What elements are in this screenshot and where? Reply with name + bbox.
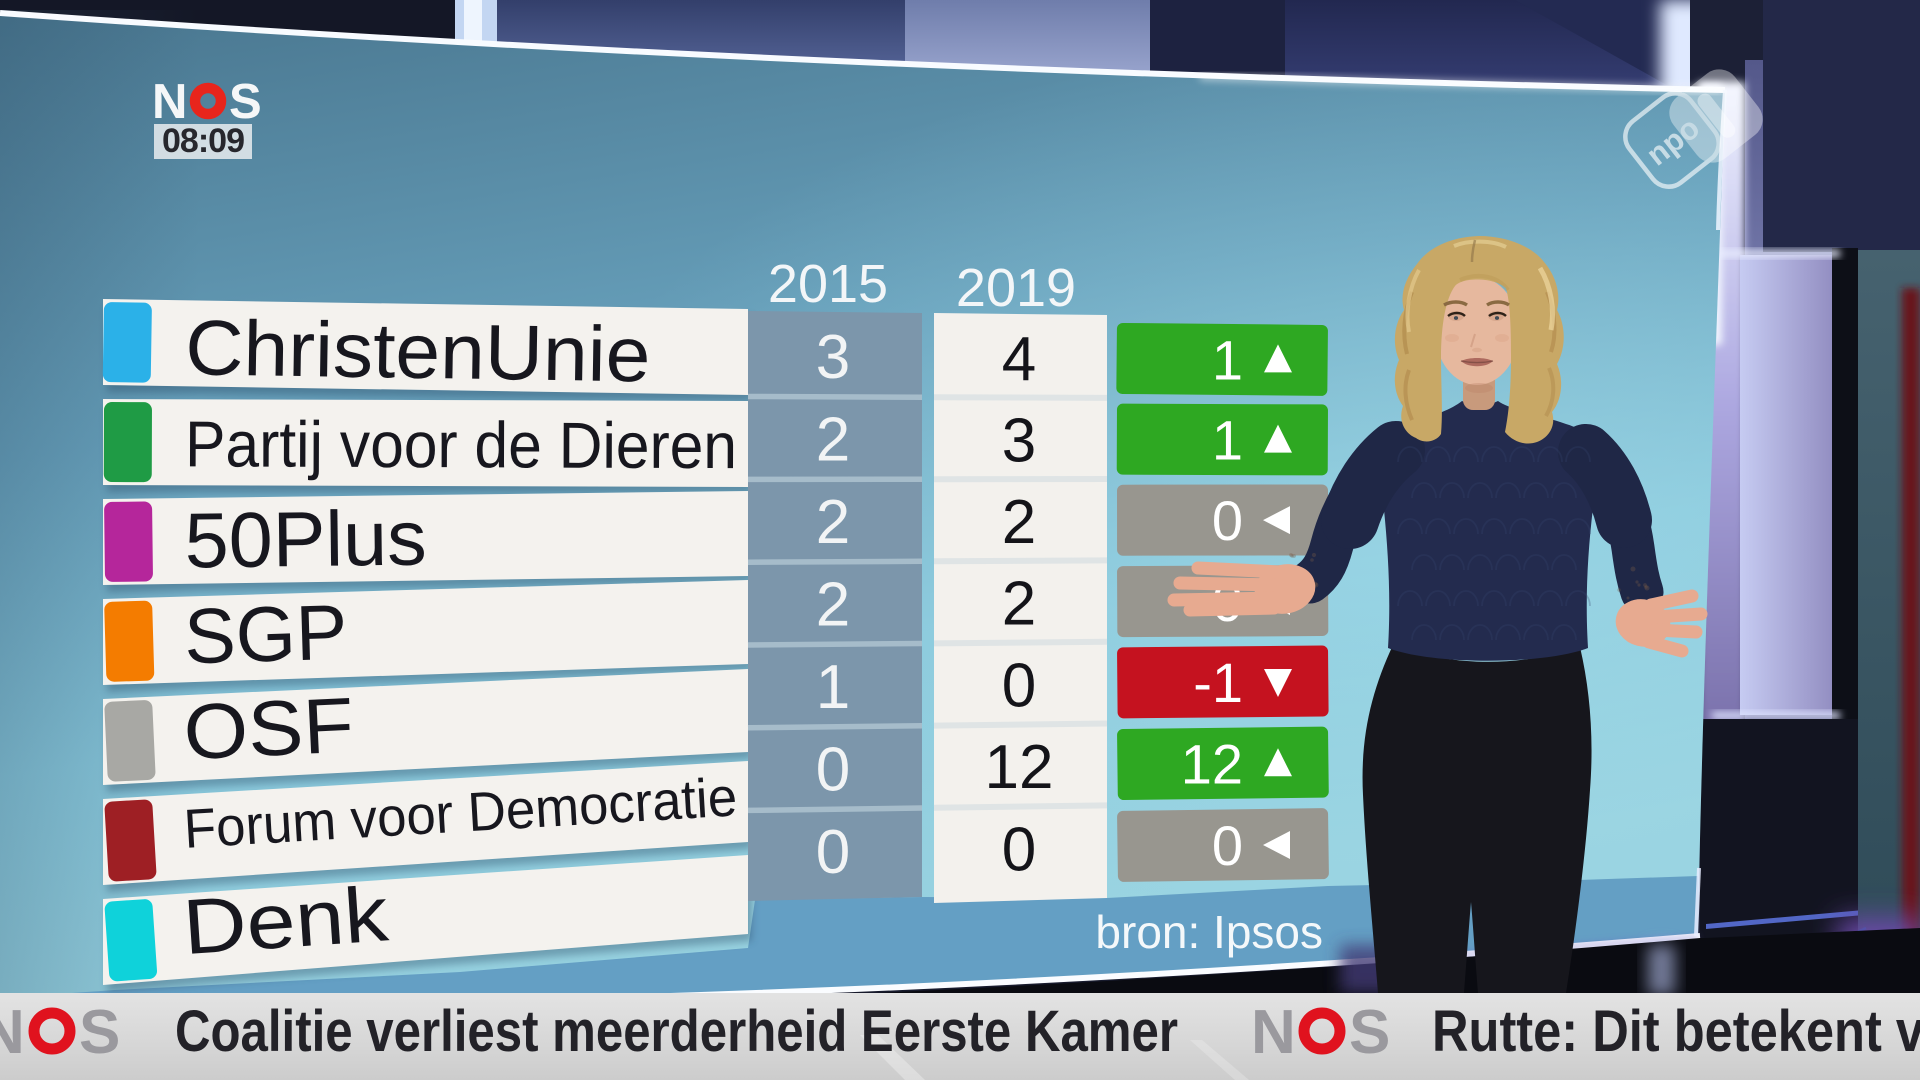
- svg-text:08:09: 08:09: [162, 122, 244, 160]
- svg-text:Partij voor de Dieren: Partij voor de Dieren: [185, 407, 737, 482]
- svg-text:0: 0: [1002, 815, 1036, 884]
- svg-text:4: 4: [1002, 325, 1036, 394]
- svg-text:3: 3: [816, 323, 850, 392]
- svg-text:50Plus: 50Plus: [184, 494, 427, 585]
- svg-text:1: 1: [816, 653, 850, 722]
- svg-text:Denk: Denk: [180, 869, 392, 971]
- svg-text:bron: Ipsos: bron: Ipsos: [1095, 906, 1323, 958]
- svg-text:2: 2: [816, 571, 850, 640]
- svg-text:S: S: [229, 75, 262, 129]
- svg-text:ChristenUnie: ChristenUnie: [185, 303, 651, 398]
- svg-text:OSF: OSF: [182, 680, 356, 776]
- svg-text:N: N: [0, 998, 25, 1067]
- svg-text:0: 0: [816, 736, 850, 805]
- svg-text:2019: 2019: [956, 258, 1076, 318]
- svg-text:-1: -1: [1193, 651, 1243, 714]
- svg-text:2015: 2015: [768, 254, 888, 314]
- svg-text:1: 1: [1212, 328, 1243, 391]
- svg-text:SGP: SGP: [183, 588, 349, 681]
- svg-text:0: 0: [1002, 651, 1036, 720]
- svg-text:2: 2: [1002, 570, 1036, 639]
- svg-text:Rutte: Dit betekent v: Rutte: Dit betekent v: [1432, 999, 1920, 1064]
- svg-text:2: 2: [1002, 488, 1036, 557]
- svg-text:12: 12: [1181, 732, 1243, 795]
- svg-text:N: N: [1251, 998, 1296, 1067]
- svg-text:N: N: [152, 75, 187, 129]
- svg-text:S: S: [79, 998, 120, 1067]
- svg-text:3: 3: [1002, 406, 1036, 475]
- svg-text:12: 12: [985, 733, 1054, 802]
- svg-text:0: 0: [816, 818, 850, 887]
- svg-text:1: 1: [1212, 409, 1243, 472]
- svg-text:0: 0: [1212, 489, 1243, 552]
- svg-text:S: S: [1349, 998, 1390, 1067]
- svg-text:2: 2: [816, 488, 850, 557]
- svg-text:0: 0: [1212, 814, 1243, 877]
- svg-text:2: 2: [816, 406, 850, 475]
- svg-text:Coalitie verliest meerderheid: Coalitie verliest meerderheid Eerste Kam…: [175, 999, 1178, 1064]
